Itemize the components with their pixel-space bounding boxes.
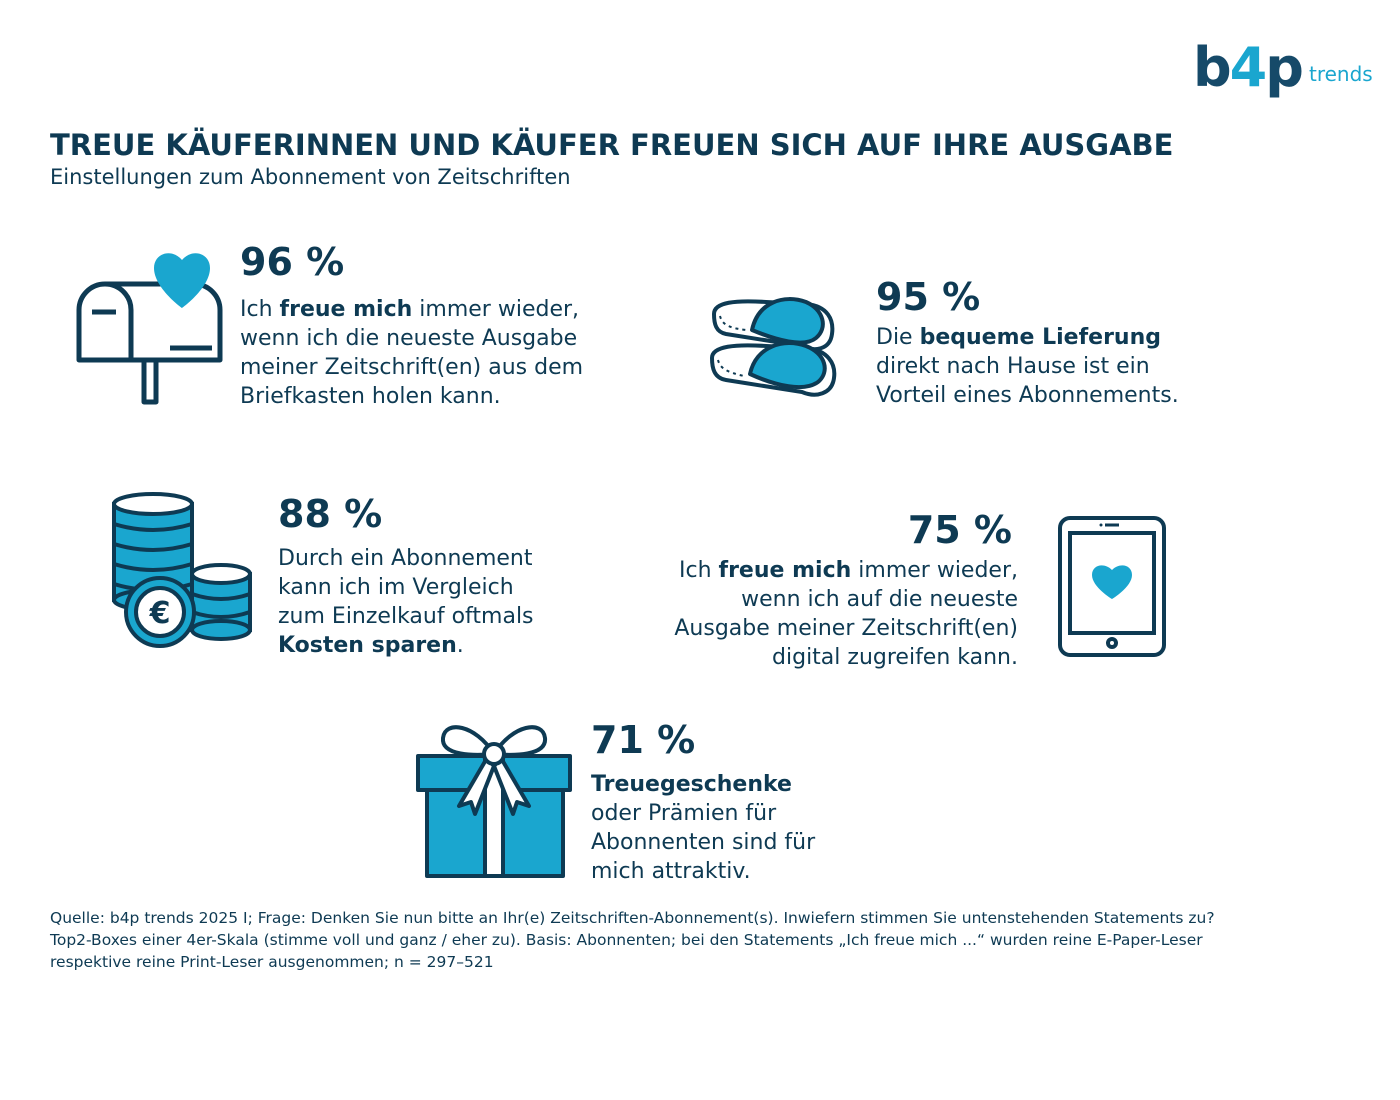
stat-text-line: Ausgabe meiner Zeitschrift(en)	[674, 616, 1018, 641]
stat-percent: 96 %	[240, 240, 345, 284]
stat-text-line: Durch ein Abonnement	[278, 546, 533, 571]
stat-text-line: Vorteil eines Abonnements.	[876, 383, 1179, 408]
stat-text-line: digital zugreifen kann.	[772, 645, 1018, 670]
stat-text-line: kann ich im Vergleich	[278, 575, 514, 600]
stat-text-line: Briefkasten holen kann.	[240, 384, 501, 409]
stat-text: Treuegeschenke oder Prämien für Abonnenten…	[591, 770, 815, 886]
footnote-line: Quelle: b4p trends 2025 I; Frage: Denken…	[50, 909, 1215, 927]
stat-text: Die bequeme Lieferung direkt nach Hause i…	[876, 323, 1179, 410]
slippers-icon	[710, 297, 837, 397]
stat-text-line: Ich freue mich immer wieder,	[678, 558, 1018, 583]
svg-text:€: €	[149, 596, 171, 631]
mailbox-heart-icon	[76, 253, 223, 405]
tablet-heart-icon	[1058, 516, 1166, 657]
stat-text-line: Treuegeschenke	[591, 772, 792, 797]
stat-text-line: mich attraktiv.	[591, 859, 751, 884]
stat-percent: 71 %	[591, 718, 696, 762]
b4p-trends-logo: b4p trends	[1193, 38, 1383, 98]
stat-text: Durch ein Abonnement kann ich im Vergleic…	[278, 544, 534, 660]
stat-text-line: oder Prämien für	[591, 801, 777, 826]
page-title: TREUE KÄUFERINNEN UND KÄUFER FREUEN SICH…	[50, 128, 1174, 162]
stat-text-line: meiner Zeitschrift(en) aus dem	[240, 355, 584, 380]
gift-icon	[416, 725, 572, 878]
source-footnote: Quelle: b4p trends 2025 I; Frage: Denken…	[50, 907, 1215, 973]
stat-text-line: zum Einzelkauf oftmals	[278, 604, 534, 629]
stat-text-line: wenn ich auf die neueste	[741, 587, 1018, 612]
stat-text-line: Abonnenten sind für	[591, 830, 816, 855]
stat-percent: 95 %	[876, 275, 981, 319]
stat-text: Ich freue mich immer wieder, wenn ich die…	[240, 295, 583, 411]
stat-percent: 88 %	[278, 492, 383, 536]
stat-percent: 75 %	[907, 508, 1012, 552]
stat-text-line: direkt nach Hause ist ein	[876, 354, 1150, 379]
footnote-line: Top2-Boxes einer 4er-Skala (stimme voll …	[50, 931, 1203, 949]
stat-text-line: Die bequeme Lieferung	[876, 325, 1161, 350]
stat-text-line: Ich freue mich immer wieder,	[240, 297, 580, 322]
stat-text-line: Kosten sparen.	[278, 633, 464, 658]
stat-text-line: wenn ich die neueste Ausgabe	[240, 326, 578, 351]
stat-text: Ich freue mich immer wieder, wenn ich auf…	[674, 556, 1018, 672]
coins-euro-icon: €	[112, 492, 252, 648]
footnote-line: respektive reine Print-Leser ausgenommen…	[50, 953, 494, 971]
logo-subtitle: trends	[1309, 62, 1373, 86]
logo-wordmark: b4p	[1193, 36, 1304, 99]
page-subtitle: Einstellungen zum Abonnement von Zeitsch…	[50, 165, 571, 189]
